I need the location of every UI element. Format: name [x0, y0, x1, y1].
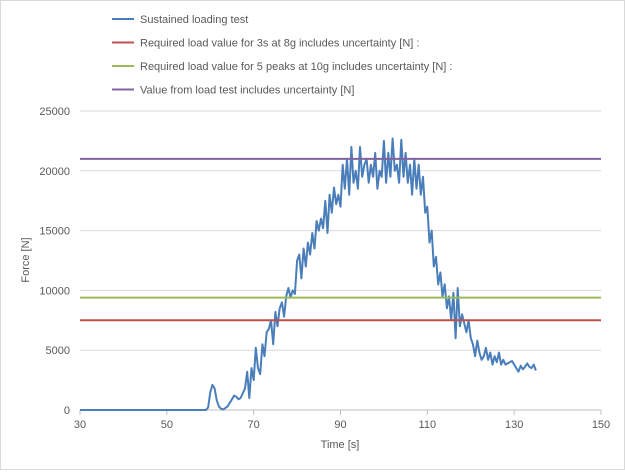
y-tick-label-2: 10000	[39, 285, 70, 297]
x-tick-label-4: 110	[419, 419, 437, 431]
y-tick-label-3: 15000	[39, 226, 70, 238]
legend: Sustained loading test Required load valu…	[112, 14, 452, 97]
tick-labels: 0 5000 10000 15000 20000 25000 30 50 70 90 110 130 1…	[39, 106, 610, 431]
x-tick-label-0: 30	[74, 419, 86, 431]
legend-label-0: Sustained loading test	[140, 14, 248, 26]
x-tick-label-1: 50	[161, 419, 173, 431]
y-tick-label-5: 25000	[39, 106, 70, 118]
y-axis-label: Force [N]	[20, 237, 32, 282]
x-tick-label-6: 150	[592, 419, 610, 431]
x-tick-label-3: 90	[334, 419, 346, 431]
legend-label-2: Required load value for 5 peaks at 10g i…	[140, 61, 452, 73]
y-tick-label-4: 20000	[39, 166, 70, 178]
legend-label-3: Value from load test includes uncertaint…	[140, 85, 354, 97]
x-tick-label-2: 70	[248, 419, 260, 431]
x-tick-label-5: 130	[505, 419, 523, 431]
legend-label-1: Required load value for 3s at 8g include…	[140, 38, 419, 50]
series-line-0	[80, 137, 537, 411]
y-tick-label-1: 5000	[46, 345, 70, 357]
x-axis-label: Time [s]	[321, 439, 360, 451]
y-tick-label-0: 0	[64, 405, 70, 417]
plot-area	[80, 137, 601, 411]
gridlines	[80, 110, 601, 351]
